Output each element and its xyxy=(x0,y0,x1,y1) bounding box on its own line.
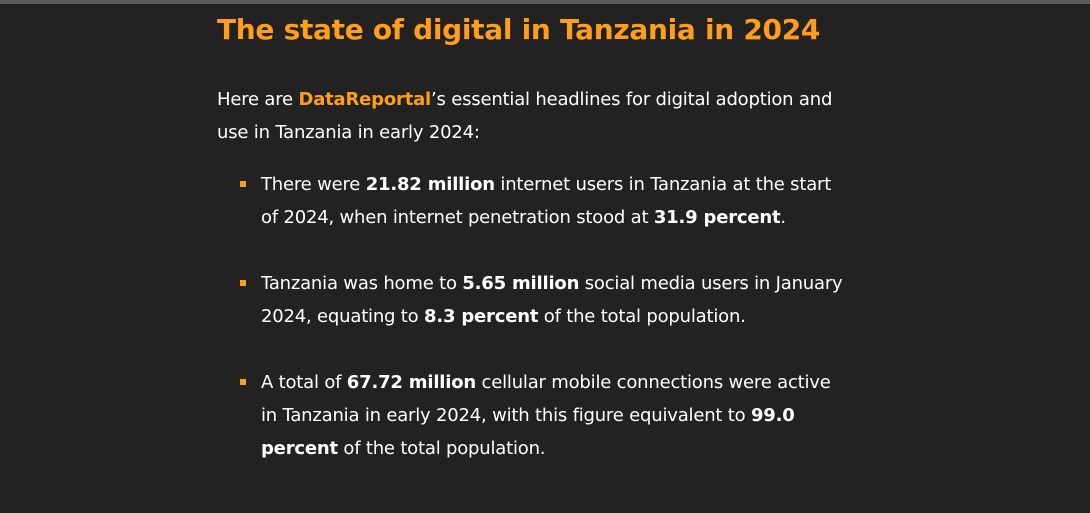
browser-top-edge xyxy=(0,0,1090,4)
headline-text: Tanzania was home to xyxy=(261,273,463,294)
headline-text: . xyxy=(780,207,786,228)
headline-stat: 21.82 million xyxy=(365,174,495,195)
headline-social-media-users: Tanzania was home to 5.65 million social… xyxy=(240,267,851,333)
headline-stat: 8.3 percent xyxy=(424,306,539,327)
headline-text: social media users in January 2024, equa… xyxy=(261,273,843,327)
intro-suffix: ’s essential headlines for digital adopt… xyxy=(217,89,833,143)
article-section: The state of digital in Tanzania in 2024… xyxy=(217,10,857,149)
headline-text: of the total population. xyxy=(538,306,746,327)
bullet-icon xyxy=(240,379,246,385)
bullet-icon xyxy=(240,280,246,286)
headline-mobile-connections: A total of 67.72 million cellular mobile… xyxy=(240,366,851,465)
headline-stat: 31.9 percent xyxy=(653,207,781,228)
headline-text: A total of xyxy=(261,372,347,393)
headline-text: internet users in Tanzania at the start … xyxy=(261,174,832,228)
headline-text: of the total population. xyxy=(337,438,546,459)
headline-text: There were xyxy=(261,174,366,195)
datareportal-link[interactable]: DataReportal xyxy=(298,89,432,110)
headline-stat: 5.65 million xyxy=(462,273,580,294)
headline-stat: 67.72 million xyxy=(346,372,477,393)
headline-text: cellular mobile connections were active … xyxy=(261,372,831,426)
bullet-icon xyxy=(240,181,246,187)
headline-stat: 99.0 percent xyxy=(261,405,795,459)
intro-paragraph: Here are DataReportal’s essential headli… xyxy=(217,83,837,149)
page-title: The state of digital in Tanzania in 2024 xyxy=(217,13,821,46)
headline-internet-users: There were 21.82 million internet users … xyxy=(240,168,851,234)
intro-prefix: Here are xyxy=(217,89,299,110)
